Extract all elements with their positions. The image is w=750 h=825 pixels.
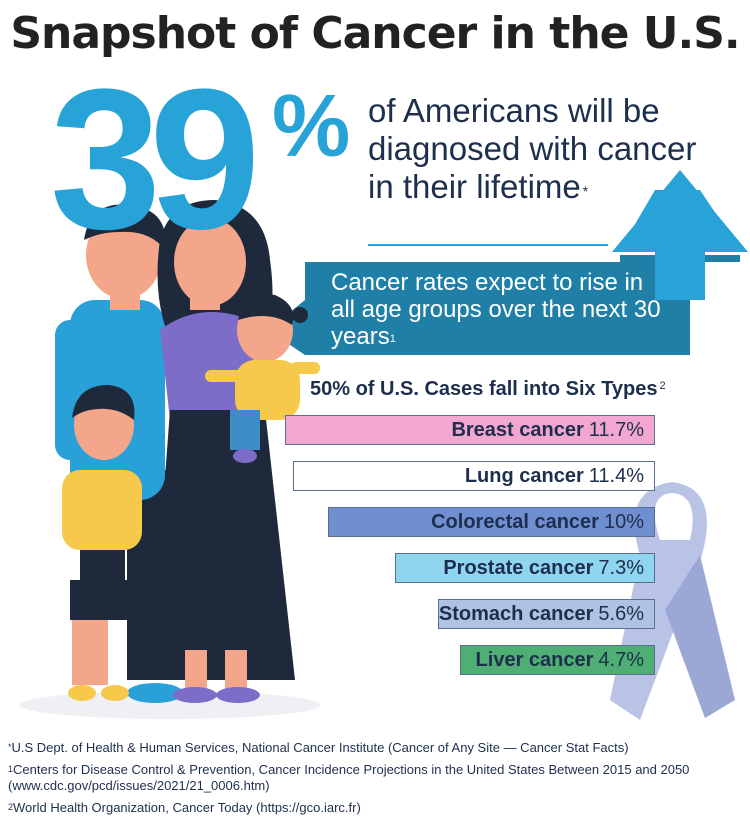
bar-category-label: Lung cancer [464,464,584,487]
chart-heading: 50% of U.S. Cases fall into Six Types 2 [310,378,666,401]
footnote-2: 1Centers for Disease Control & Preventio… [8,762,723,794]
chart-heading-text: 50% of U.S. Cases fall into Six Types [310,378,658,400]
headline-statement: of Americans will be diagnosed with canc… [368,92,698,206]
headline-footnote-marker: * [582,183,589,199]
bar-colorectal-cancer: Colorectal cancer 10% [327,507,655,537]
rise-banner-text: Cancer rates expect to rise in all age g… [331,269,671,350]
footnote-marker: 2 [8,802,14,812]
footnote-marker: * [8,742,12,752]
footnote-1: *U.S Dept. of Health & Human Services, N… [8,740,629,756]
bar-breast-cancer: Breast cancer 11.7% [285,415,655,445]
bar-value-label: 7.3% [598,556,644,579]
bar-category-label: Liver cancer [475,648,594,671]
bar-value-label: 11.7% [588,418,644,441]
bar-prostate-cancer: Prostate cancer 7.3% [395,553,655,583]
footnote-marker: 1 [8,764,14,774]
mother-figure [150,200,295,703]
page-title: Snapshot of Cancer in the U.S. [10,8,740,59]
bar-liver-cancer: Liver cancer 4.7% [460,645,655,675]
boy-figure [62,385,142,701]
bar-value-label: 11.4% [588,464,644,487]
rising-arrow [268,170,748,355]
baby-figure [205,294,320,463]
headline-text: of Americans will be diagnosed with canc… [368,92,697,205]
footnote-text: Centers for Disease Control & Prevention… [8,762,690,793]
bar-category-label: Prostate cancer [443,556,594,579]
footnote-text: World Health Organization, Cancer Today … [13,800,361,815]
rise-text: Cancer rates expect to rise in all age g… [331,269,661,350]
rise-footnote-marker: 1 [389,333,396,345]
footnote-3: 2World Health Organization, Cancer Today… [8,800,361,816]
bar-value-label: 4.7% [598,648,644,671]
headline-number: 39 [50,48,260,271]
bar-value-label: 10% [603,510,644,533]
bar-value-label: 5.6% [598,602,644,625]
bar-category-label: Stomach cancer [438,602,594,625]
bar-category-label: Colorectal cancer [431,510,599,533]
footnote-text: U.S Dept. of Health & Human Services, Na… [11,740,629,755]
bar-stomach-cancer: Stomach cancer 5.6% [437,599,655,629]
bar-category-label: Breast cancer [451,418,584,441]
bar-lung-cancer: Lung cancer 11.4% [292,461,655,491]
headline-underline [368,244,608,246]
headline-percent-sign: % [272,76,351,175]
chart-heading-footnote-marker: 2 [659,380,666,392]
